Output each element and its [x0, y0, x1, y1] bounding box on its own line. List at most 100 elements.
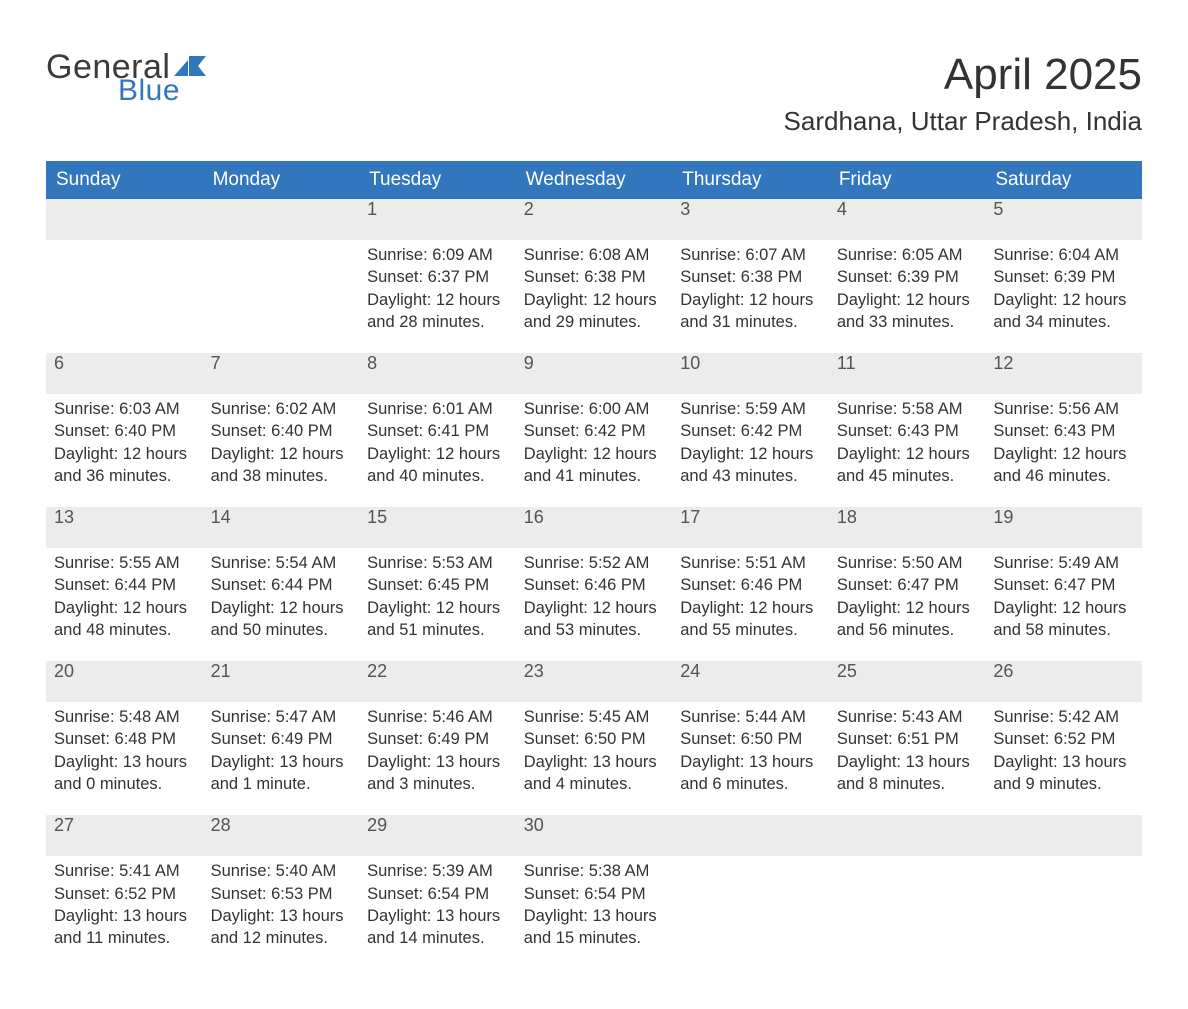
- day-data: Sunrise: 5:44 AMSunset: 6:50 PMDaylight:…: [680, 702, 821, 795]
- day-cell: Sunrise: 6:09 AMSunset: 6:37 PMDaylight:…: [359, 240, 516, 353]
- day-cell: Sunrise: 5:55 AMSunset: 6:44 PMDaylight:…: [46, 548, 203, 661]
- dayname-sun: Sunday: [46, 161, 203, 199]
- day-data: Sunrise: 5:50 AMSunset: 6:47 PMDaylight:…: [837, 548, 978, 641]
- month-title: April 2025: [784, 50, 1142, 100]
- day-number: 5: [985, 199, 1142, 240]
- day-data: Sunrise: 5:40 AMSunset: 6:53 PMDaylight:…: [211, 856, 352, 949]
- day-cell: Sunrise: 6:05 AMSunset: 6:39 PMDaylight:…: [829, 240, 986, 353]
- day-number: 10: [672, 353, 829, 394]
- day-data: Sunrise: 6:08 AMSunset: 6:38 PMDaylight:…: [524, 240, 665, 333]
- day-cell: Sunrise: 6:04 AMSunset: 6:39 PMDaylight:…: [985, 240, 1142, 353]
- day-number: 11: [829, 353, 986, 394]
- day-number: 20: [46, 661, 203, 702]
- day-data: Sunrise: 5:49 AMSunset: 6:47 PMDaylight:…: [993, 548, 1134, 641]
- day-number: 29: [359, 815, 516, 856]
- day-cell: Sunrise: 5:38 AMSunset: 6:54 PMDaylight:…: [516, 856, 673, 969]
- day-data: Sunrise: 6:02 AMSunset: 6:40 PMDaylight:…: [211, 394, 352, 487]
- day-cell: Sunrise: 5:58 AMSunset: 6:43 PMDaylight:…: [829, 394, 986, 507]
- day-data: Sunrise: 5:59 AMSunset: 6:42 PMDaylight:…: [680, 394, 821, 487]
- day-data: Sunrise: 5:47 AMSunset: 6:49 PMDaylight:…: [211, 702, 352, 795]
- day-number: 4: [829, 199, 986, 240]
- day-number: [985, 815, 1142, 856]
- day-number: 15: [359, 507, 516, 548]
- day-data: Sunrise: 5:58 AMSunset: 6:43 PMDaylight:…: [837, 394, 978, 487]
- day-data: [837, 856, 978, 860]
- day-cell: Sunrise: 5:53 AMSunset: 6:45 PMDaylight:…: [359, 548, 516, 661]
- day-data: Sunrise: 5:55 AMSunset: 6:44 PMDaylight:…: [54, 548, 195, 641]
- day-data: Sunrise: 5:39 AMSunset: 6:54 PMDaylight:…: [367, 856, 508, 949]
- day-cell: [985, 856, 1142, 969]
- day-number: 19: [985, 507, 1142, 548]
- day-data: Sunrise: 5:48 AMSunset: 6:48 PMDaylight:…: [54, 702, 195, 795]
- day-cell: Sunrise: 6:07 AMSunset: 6:38 PMDaylight:…: [672, 240, 829, 353]
- location-subtitle: Sardhana, Uttar Pradesh, India: [784, 106, 1142, 137]
- day-number: [203, 199, 360, 240]
- daydata-row: Sunrise: 5:41 AMSunset: 6:52 PMDaylight:…: [46, 856, 1142, 969]
- day-number: 25: [829, 661, 986, 702]
- day-number: 28: [203, 815, 360, 856]
- day-number: 27: [46, 815, 203, 856]
- day-data: Sunrise: 5:45 AMSunset: 6:50 PMDaylight:…: [524, 702, 665, 795]
- day-data: Sunrise: 5:46 AMSunset: 6:49 PMDaylight:…: [367, 702, 508, 795]
- day-data: Sunrise: 6:04 AMSunset: 6:39 PMDaylight:…: [993, 240, 1134, 333]
- day-cell: Sunrise: 6:00 AMSunset: 6:42 PMDaylight:…: [516, 394, 673, 507]
- day-cell: Sunrise: 6:03 AMSunset: 6:40 PMDaylight:…: [46, 394, 203, 507]
- day-cell: Sunrise: 5:48 AMSunset: 6:48 PMDaylight:…: [46, 702, 203, 815]
- day-number: 17: [672, 507, 829, 548]
- dayname-fri: Friday: [829, 161, 986, 199]
- day-cell: Sunrise: 5:52 AMSunset: 6:46 PMDaylight:…: [516, 548, 673, 661]
- calendar-header: Sunday Monday Tuesday Wednesday Thursday…: [46, 161, 1142, 199]
- title-block: April 2025 Sardhana, Uttar Pradesh, Indi…: [784, 50, 1142, 137]
- day-cell: Sunrise: 5:46 AMSunset: 6:49 PMDaylight:…: [359, 702, 516, 815]
- day-number: 18: [829, 507, 986, 548]
- brand-logo: General Blue: [46, 50, 208, 106]
- day-number: 23: [516, 661, 673, 702]
- daynum-row: 27282930: [46, 815, 1142, 856]
- day-number: 13: [46, 507, 203, 548]
- day-number: 8: [359, 353, 516, 394]
- day-cell: Sunrise: 5:44 AMSunset: 6:50 PMDaylight:…: [672, 702, 829, 815]
- calendar-body: 1 23 45 Sunrise: 6:09 AMSunset: 6:37 PMDayl…: [46, 199, 1142, 969]
- day-number: 14: [203, 507, 360, 548]
- day-cell: Sunrise: 5:41 AMSunset: 6:52 PMDaylight:…: [46, 856, 203, 969]
- day-cell: Sunrise: 5:43 AMSunset: 6:51 PMDaylight:…: [829, 702, 986, 815]
- calendar-page: General Blue April 2025 Sardhana, Uttar …: [0, 0, 1188, 1009]
- brand-word-blue: Blue: [118, 76, 208, 106]
- day-cell: Sunrise: 5:45 AMSunset: 6:50 PMDaylight:…: [516, 702, 673, 815]
- day-data: Sunrise: 6:01 AMSunset: 6:41 PMDaylight:…: [367, 394, 508, 487]
- dayname-tue: Tuesday: [359, 161, 516, 199]
- day-cell: Sunrise: 5:59 AMSunset: 6:42 PMDaylight:…: [672, 394, 829, 507]
- day-cell: Sunrise: 5:47 AMSunset: 6:49 PMDaylight:…: [203, 702, 360, 815]
- day-number: [46, 199, 203, 240]
- day-data: Sunrise: 5:43 AMSunset: 6:51 PMDaylight:…: [837, 702, 978, 795]
- day-number: 3: [672, 199, 829, 240]
- day-data: Sunrise: 6:00 AMSunset: 6:42 PMDaylight:…: [524, 394, 665, 487]
- daydata-row: Sunrise: 6:03 AMSunset: 6:40 PMDaylight:…: [46, 394, 1142, 507]
- day-cell: [829, 856, 986, 969]
- day-number: 1: [359, 199, 516, 240]
- dayname-wed: Wednesday: [516, 161, 673, 199]
- day-data: Sunrise: 5:38 AMSunset: 6:54 PMDaylight:…: [524, 856, 665, 949]
- day-number: 26: [985, 661, 1142, 702]
- day-number: 21: [203, 661, 360, 702]
- day-data: Sunrise: 6:03 AMSunset: 6:40 PMDaylight:…: [54, 394, 195, 487]
- day-cell: Sunrise: 5:54 AMSunset: 6:44 PMDaylight:…: [203, 548, 360, 661]
- day-number: 30: [516, 815, 673, 856]
- day-data: Sunrise: 5:54 AMSunset: 6:44 PMDaylight:…: [211, 548, 352, 641]
- day-number: [829, 815, 986, 856]
- day-number: 6: [46, 353, 203, 394]
- day-data: Sunrise: 6:07 AMSunset: 6:38 PMDaylight:…: [680, 240, 821, 333]
- day-data: Sunrise: 5:51 AMSunset: 6:46 PMDaylight:…: [680, 548, 821, 641]
- day-cell: Sunrise: 5:49 AMSunset: 6:47 PMDaylight:…: [985, 548, 1142, 661]
- day-data: Sunrise: 5:52 AMSunset: 6:46 PMDaylight:…: [524, 548, 665, 641]
- day-cell: [203, 240, 360, 353]
- dayname-thu: Thursday: [672, 161, 829, 199]
- day-cell: Sunrise: 5:56 AMSunset: 6:43 PMDaylight:…: [985, 394, 1142, 507]
- header-row: General Blue April 2025 Sardhana, Uttar …: [46, 50, 1142, 137]
- daynum-row: 6789101112: [46, 353, 1142, 394]
- day-number: 22: [359, 661, 516, 702]
- day-data: Sunrise: 5:41 AMSunset: 6:52 PMDaylight:…: [54, 856, 195, 949]
- day-data: Sunrise: 5:53 AMSunset: 6:45 PMDaylight:…: [367, 548, 508, 641]
- day-cell: [672, 856, 829, 969]
- day-cell: Sunrise: 6:08 AMSunset: 6:38 PMDaylight:…: [516, 240, 673, 353]
